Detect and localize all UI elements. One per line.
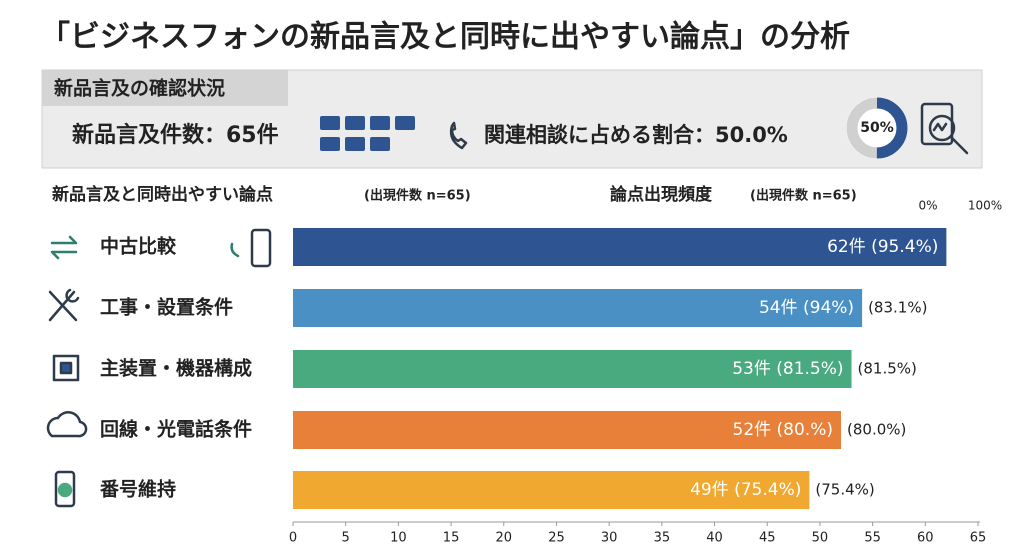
x-tick-label: 25 bbox=[548, 531, 565, 546]
category-icons bbox=[46, 228, 272, 508]
x-tick-label: 40 bbox=[706, 531, 723, 546]
x-tick-label: 45 bbox=[759, 531, 776, 546]
x-tick-label: 0 bbox=[289, 531, 297, 546]
page-title: 「ビジネスフォンの新品言及と同時に出やすい論点」の分析 bbox=[40, 20, 850, 55]
x-tick-label: 55 bbox=[864, 531, 881, 546]
x-tick-label: 35 bbox=[654, 531, 671, 546]
right-note: (出現件数 n=65) bbox=[750, 188, 857, 204]
outside-label: (83.1%) bbox=[868, 299, 927, 317]
category-label: 番号維持 bbox=[99, 478, 176, 501]
x-tick-label: 20 bbox=[495, 531, 512, 546]
category-label: 主装置・機器構成 bbox=[100, 357, 252, 380]
x-tick-label: 65 bbox=[970, 531, 987, 546]
scale-label: 0% bbox=[918, 199, 937, 213]
bar bbox=[293, 350, 852, 388]
briefcase-icons bbox=[320, 116, 415, 151]
x-tick-label: 15 bbox=[443, 531, 460, 546]
summary-share: 関連相談に占める割合：50.0% bbox=[484, 123, 788, 147]
left-heading: 新品言及と同時出やすい論点 bbox=[52, 184, 273, 205]
bar bbox=[293, 471, 810, 509]
donut-arc bbox=[846, 97, 908, 159]
x-tick-label: 5 bbox=[342, 531, 350, 546]
report-icon bbox=[920, 102, 969, 155]
value-label: 52件 (80.%) bbox=[733, 420, 834, 440]
value-label: 53件 (81.5%) bbox=[732, 359, 843, 379]
outside-label: (81.5%) bbox=[858, 360, 917, 378]
category-label: 回線・光電話条件 bbox=[100, 418, 252, 441]
right-heading: 論点出現頻度 bbox=[610, 184, 713, 205]
bar bbox=[293, 228, 947, 266]
bar bbox=[293, 289, 863, 327]
x-tick-label: 10 bbox=[390, 531, 407, 546]
category-label: 中古比較 bbox=[100, 235, 177, 258]
summary-heading-bg bbox=[42, 70, 288, 106]
summary-heading: 新品言及の確認状況 bbox=[54, 77, 225, 100]
outside-label: (75.4%) bbox=[815, 481, 874, 499]
left-note: (出現件数 n=65) bbox=[364, 188, 471, 204]
bar bbox=[293, 411, 841, 449]
donut-label: 50% bbox=[860, 120, 894, 136]
phone-icon bbox=[449, 121, 468, 150]
category-label: 工事・設置条件 bbox=[100, 296, 233, 319]
x-tick-label: 30 bbox=[601, 531, 618, 546]
outside-label: (80.0%) bbox=[847, 421, 906, 439]
value-label: 62件 (95.4%) bbox=[827, 237, 938, 257]
value-label: 54件 (94%) bbox=[759, 298, 854, 318]
x-tick-label: 60 bbox=[917, 531, 934, 546]
x-tick-label: 50 bbox=[812, 531, 829, 546]
scale-label: 100% bbox=[968, 199, 1002, 213]
value-label: 49件 (75.4%) bbox=[690, 480, 801, 500]
summary-count: 新品言及件数：65件 bbox=[72, 122, 279, 148]
